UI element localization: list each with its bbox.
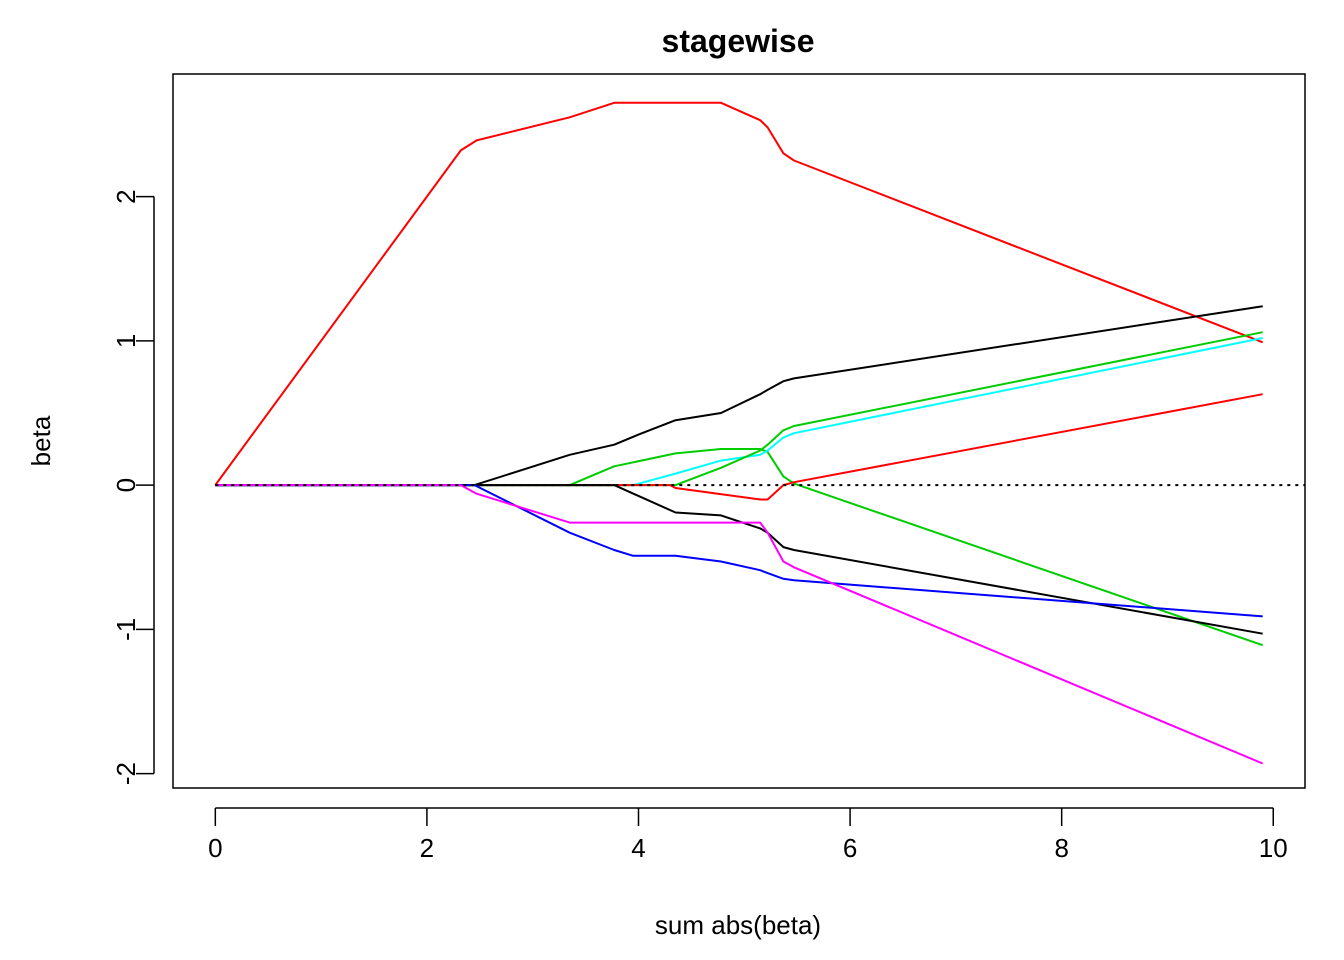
x-tick-label: 10 xyxy=(1259,833,1288,863)
series-line-8 xyxy=(215,484,1263,618)
y-tick-label: -1 xyxy=(111,618,141,641)
series-line-5 xyxy=(215,331,1263,487)
series-line-6 xyxy=(215,393,1263,501)
x-tick-label: 2 xyxy=(420,833,434,863)
x-axis-label: sum abs(beta) xyxy=(655,910,821,940)
y-tick-label: 2 xyxy=(111,189,141,203)
series-line-9 xyxy=(215,484,1264,765)
x-tick-label: 4 xyxy=(631,833,645,863)
y-tick-label: -2 xyxy=(111,762,141,785)
x-tick-label: 0 xyxy=(208,833,222,863)
y-axis: -2 -1 0 1 2 xyxy=(111,189,155,785)
series-line-1 xyxy=(214,101,1264,486)
x-axis: 0 2 4 6 8 10 xyxy=(208,807,1288,863)
x-tick-label: 8 xyxy=(1054,833,1068,863)
plot-lines xyxy=(214,101,1264,765)
series-line-7 xyxy=(215,484,1263,635)
series-line-3 xyxy=(215,448,1264,647)
y-tick-label: 1 xyxy=(111,334,141,348)
chart-title: stagewise xyxy=(662,23,815,59)
plot-frame xyxy=(172,73,1306,789)
series-line-2 xyxy=(215,305,1263,487)
y-tick-label: 0 xyxy=(111,478,141,492)
y-axis-label: beta xyxy=(26,415,56,466)
series-line-4 xyxy=(215,337,1263,487)
x-tick-label: 6 xyxy=(843,833,857,863)
